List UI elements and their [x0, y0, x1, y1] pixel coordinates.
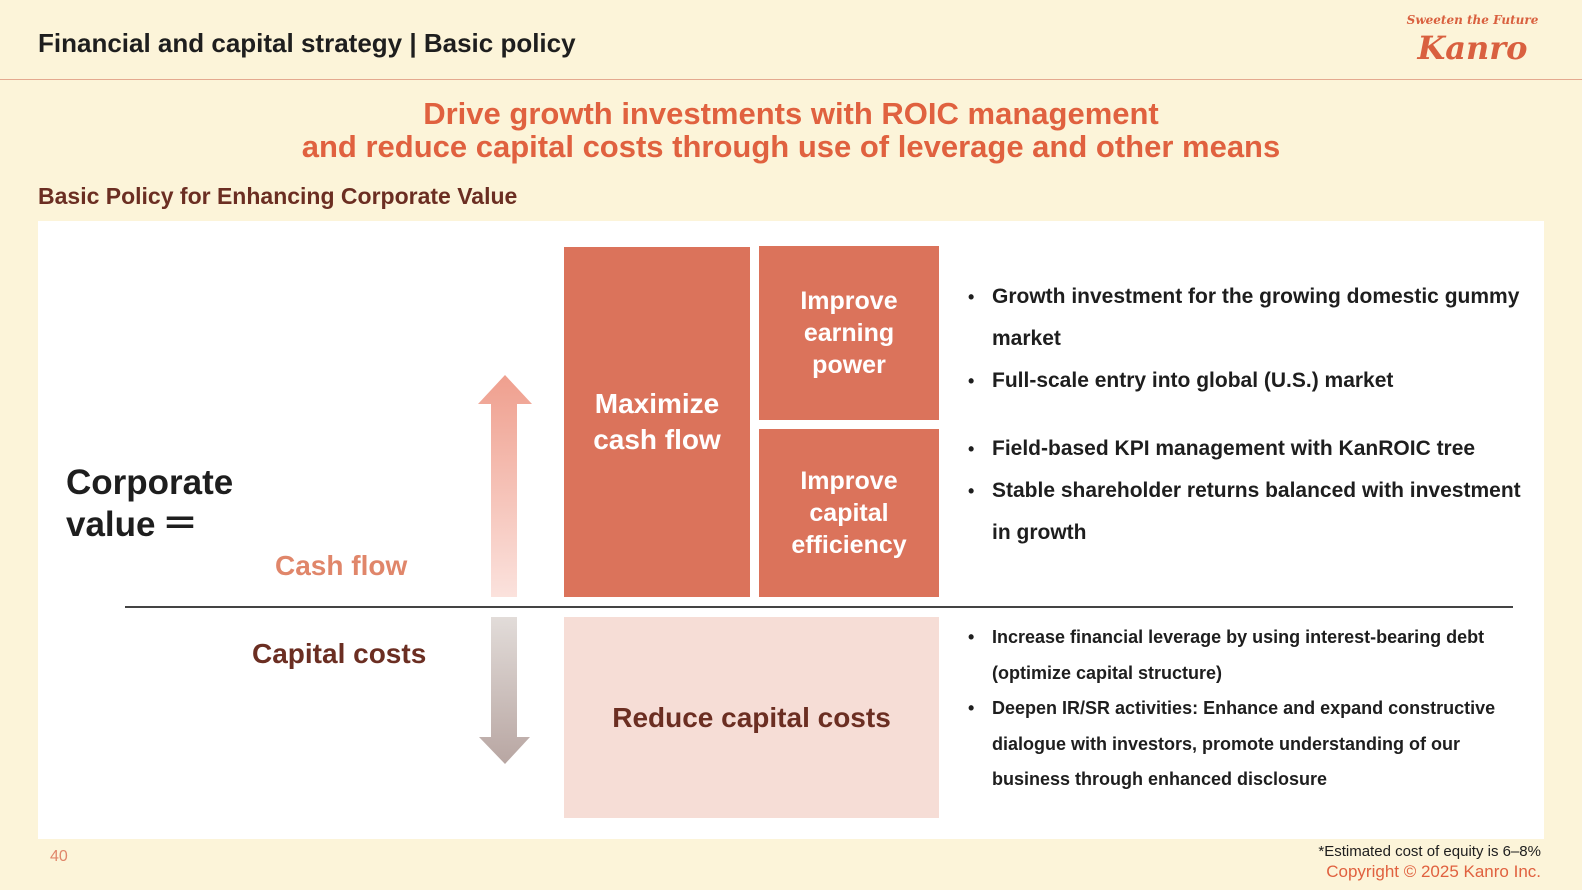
improve-capital-efficiency-box: Improve capital efficiency [759, 429, 939, 597]
corporate-value-label: Corporate value ＝ [66, 462, 233, 546]
corporate-value-line-1: Corporate [66, 463, 234, 502]
page-number: 40 [50, 848, 68, 865]
improve-earning-power-box: Improve earning power [759, 246, 939, 420]
list-item: Field-based KPI management with KanROIC … [968, 428, 1533, 470]
capital-costs-label: Capital costs [252, 638, 427, 669]
up-down-arrows-icon [478, 375, 532, 764]
box-text: Improve [800, 467, 898, 495]
reduce-capital-costs-box: Reduce capital costs [564, 617, 939, 818]
footer-right: *Estimated cost of equity is 6–8% Copyri… [1318, 843, 1541, 882]
headline-line-2: and reduce capital costs through use of … [301, 129, 1281, 164]
corporate-value-line-2: value ＝ [66, 505, 198, 544]
down-arrow-icon [479, 617, 530, 764]
list-item: Stable shareholder returns balanced with… [968, 470, 1533, 554]
kanro-logo: Kanro [1417, 29, 1528, 67]
list-item: Growth investment for the growing domest… [968, 276, 1533, 360]
box-text: efficiency [791, 531, 907, 559]
box-text: capital [809, 499, 889, 527]
copyright: Copyright © 2025 Kanro Inc. [1326, 862, 1541, 881]
box-text: cash flow [593, 424, 721, 455]
cash-flow-bullets: Growth investment for the growing domest… [968, 276, 1533, 554]
slide-title: Financial and capital strategy | Basic p… [38, 28, 576, 58]
section-heading: Basic Policy for Enhancing Corporate Val… [38, 183, 518, 209]
capital-costs-bullets: Increase financial leverage by using int… [968, 620, 1533, 798]
list-item: Deepen IR/SR activities: Enhance and exp… [968, 691, 1533, 798]
list-item: Increase financial leverage by using int… [968, 620, 1533, 691]
box-text: power [812, 351, 886, 379]
capital-efficiency-bullets: Field-based KPI management with KanROIC … [968, 428, 1533, 554]
cash-flow-capital-costs-divider [125, 606, 1513, 608]
maximize-cash-flow-box: Maximize cash flow [564, 247, 750, 597]
earning-power-bullets: Growth investment for the growing domest… [968, 276, 1533, 428]
up-arrow-icon [478, 375, 532, 597]
list-item: Full-scale entry into global (U.S.) mark… [968, 360, 1533, 402]
kanro-logo-block: Sweeten the Future Kanro [1400, 12, 1545, 68]
footnote: *Estimated cost of equity is 6–8% [1318, 843, 1541, 860]
headline: Drive growth investments with ROIC manag… [0, 97, 1582, 163]
cash-flow-label: Cash flow [275, 550, 408, 581]
headline-line-1: Drive growth investments with ROIC manag… [423, 96, 1159, 131]
logo-tagline: Sweeten the Future [1406, 13, 1539, 27]
box-text: Maximize [594, 388, 720, 419]
box-text: earning [803, 319, 895, 347]
header-divider [0, 79, 1582, 80]
box-text: Improve [800, 287, 898, 315]
